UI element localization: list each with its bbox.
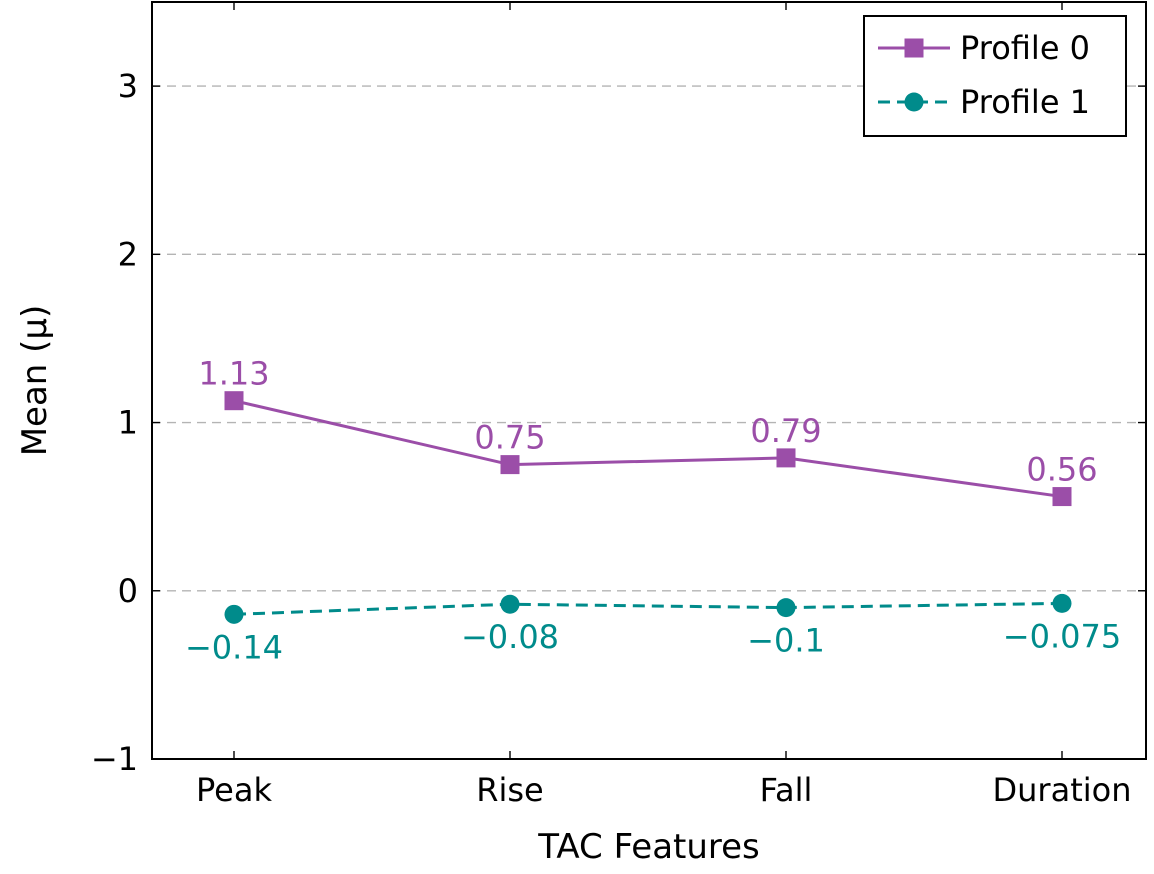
data-label: 0.79 <box>750 412 821 450</box>
data-point <box>776 448 796 468</box>
data-label: −0.14 <box>185 628 283 666</box>
y-tick-label: −1 <box>91 740 138 778</box>
y-tick-label: 3 <box>118 67 138 105</box>
series-line-1 <box>233 601 1063 616</box>
x-tick-label: Duration <box>993 771 1132 809</box>
series-group <box>224 391 1072 624</box>
data-label: −0.1 <box>747 622 825 660</box>
series-line-0 <box>233 399 1063 499</box>
x-tick-label: Rise <box>476 771 543 809</box>
x-tick-label: Peak <box>196 771 272 809</box>
axis-ticks: −1 0 1 2 3 Peak Rise Fall Duration <box>91 2 1146 809</box>
y-tick-label: 1 <box>118 404 138 442</box>
data-point <box>500 455 520 475</box>
legend: Profile 0 Profile 1 <box>863 15 1127 137</box>
data-label: 0.75 <box>474 419 545 457</box>
data-labels: 1.13 0.75 0.79 0.56 −0.14 −0.08 −0.1 −0.075 <box>185 355 1121 667</box>
legend-marker <box>904 38 924 58</box>
plot-frame <box>151 1 1147 760</box>
legend-box <box>863 15 1127 137</box>
legend-label: Profile 0 <box>960 29 1090 67</box>
y-tick-label: 2 <box>118 235 138 273</box>
data-point <box>224 604 244 624</box>
data-point <box>776 598 796 618</box>
data-point <box>224 391 244 411</box>
data-label: 1.13 <box>198 355 269 393</box>
grid-lines <box>152 85 1146 592</box>
data-label: −0.08 <box>461 618 559 656</box>
data-point <box>500 594 520 614</box>
y-tick-label: 0 <box>118 572 138 610</box>
legend-marker <box>904 92 924 112</box>
data-label: −0.075 <box>1003 617 1121 655</box>
data-point <box>1052 593 1072 613</box>
x-tick-label: Fall <box>760 771 813 809</box>
data-point <box>1052 487 1072 507</box>
x-axis-label: TAC Features <box>537 827 760 867</box>
y-axis-label: Mean (μ) <box>15 305 55 457</box>
data-label: 0.56 <box>1026 451 1097 489</box>
legend-label: Profile 1 <box>960 83 1090 121</box>
